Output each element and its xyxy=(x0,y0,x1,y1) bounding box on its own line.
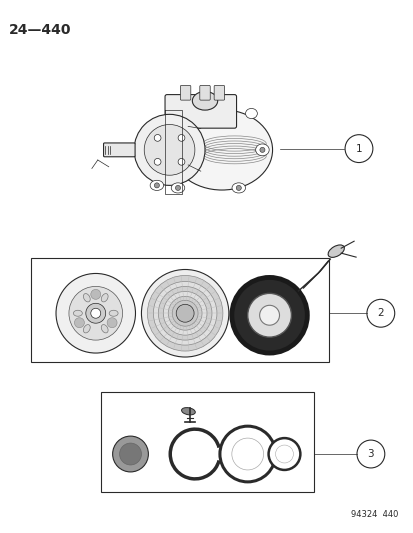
Ellipse shape xyxy=(171,183,184,193)
Ellipse shape xyxy=(83,325,90,333)
Ellipse shape xyxy=(150,180,163,190)
Circle shape xyxy=(154,158,161,165)
Circle shape xyxy=(74,318,84,328)
Circle shape xyxy=(56,273,135,353)
Circle shape xyxy=(178,134,185,141)
Circle shape xyxy=(231,438,263,470)
Circle shape xyxy=(247,293,291,337)
FancyBboxPatch shape xyxy=(180,85,190,100)
Circle shape xyxy=(163,292,206,335)
Circle shape xyxy=(259,305,279,325)
Circle shape xyxy=(172,300,197,326)
Circle shape xyxy=(219,426,275,482)
Bar xyxy=(31,258,328,362)
Text: 2: 2 xyxy=(377,308,383,318)
Circle shape xyxy=(366,300,394,327)
Text: 1: 1 xyxy=(355,143,361,154)
Circle shape xyxy=(158,286,211,340)
Circle shape xyxy=(107,318,117,328)
Text: 3: 3 xyxy=(367,449,373,459)
Ellipse shape xyxy=(181,408,195,415)
Circle shape xyxy=(85,303,105,323)
Ellipse shape xyxy=(109,310,118,316)
Circle shape xyxy=(344,135,372,163)
FancyBboxPatch shape xyxy=(103,143,135,157)
Ellipse shape xyxy=(73,310,82,316)
Circle shape xyxy=(144,125,195,175)
Bar xyxy=(100,392,313,492)
Ellipse shape xyxy=(245,108,257,118)
Circle shape xyxy=(231,278,306,353)
Circle shape xyxy=(154,183,159,188)
Text: 24—440: 24—440 xyxy=(9,23,72,37)
FancyBboxPatch shape xyxy=(165,94,236,128)
FancyBboxPatch shape xyxy=(199,85,210,100)
Text: 94324  440: 94324 440 xyxy=(351,510,398,519)
Circle shape xyxy=(90,308,100,318)
Circle shape xyxy=(275,445,293,463)
Circle shape xyxy=(90,289,100,300)
Ellipse shape xyxy=(101,294,108,302)
Circle shape xyxy=(259,147,264,152)
Ellipse shape xyxy=(255,144,268,156)
Circle shape xyxy=(154,134,161,141)
Circle shape xyxy=(268,438,300,470)
Circle shape xyxy=(178,158,185,165)
Ellipse shape xyxy=(328,245,344,257)
Circle shape xyxy=(175,185,180,190)
Ellipse shape xyxy=(231,183,245,193)
Ellipse shape xyxy=(192,92,217,110)
Circle shape xyxy=(356,440,384,468)
Circle shape xyxy=(176,304,194,322)
Ellipse shape xyxy=(171,110,272,190)
Ellipse shape xyxy=(83,294,90,302)
Circle shape xyxy=(134,115,204,185)
Ellipse shape xyxy=(101,325,108,333)
Circle shape xyxy=(168,296,202,330)
Circle shape xyxy=(147,276,222,351)
Circle shape xyxy=(119,443,141,465)
Circle shape xyxy=(141,270,228,357)
Circle shape xyxy=(112,436,148,472)
Circle shape xyxy=(153,281,216,345)
Circle shape xyxy=(69,286,122,340)
Circle shape xyxy=(236,185,241,190)
FancyBboxPatch shape xyxy=(214,85,224,100)
